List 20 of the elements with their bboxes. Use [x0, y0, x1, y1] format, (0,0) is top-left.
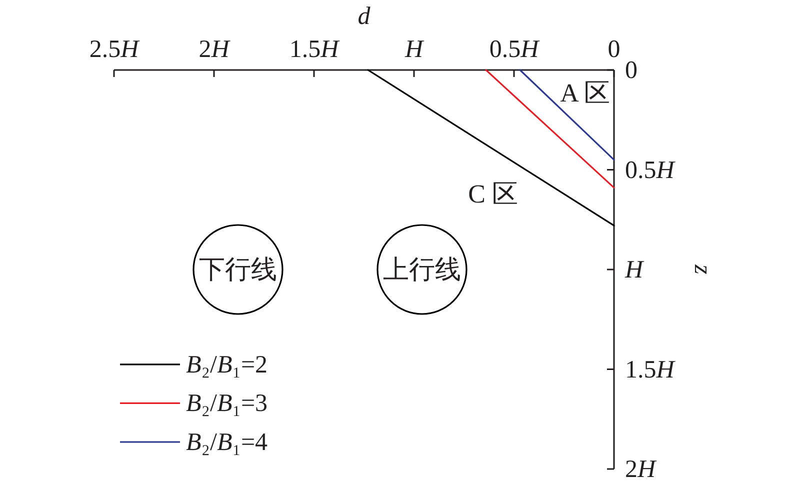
x-tick-label: 2H	[198, 36, 232, 63]
legend-label: B₂/B₁=4	[186, 428, 268, 456]
x-tick-label: H	[404, 36, 425, 63]
legend-label: B₂/B₁=3	[186, 390, 268, 417]
y-tick-label: 2H	[625, 456, 658, 482]
y-tick-label: 0.5H	[625, 156, 676, 184]
annotation: C 区	[468, 180, 518, 208]
annotation: A 区	[560, 78, 610, 108]
x-tick-label: 1.5H	[289, 36, 341, 63]
x-tick-label: 0	[608, 36, 620, 63]
x-axis-title: d	[358, 3, 371, 30]
y-tick-label: 1.5H	[625, 356, 676, 383]
annotation: 下行线	[199, 255, 277, 284]
y-tick-label: 0	[625, 56, 638, 84]
x-tick-label: 2.5H	[89, 36, 141, 63]
y-tick-label: H	[624, 256, 645, 283]
annotation: 上行线	[383, 255, 461, 284]
y-axis-title: z	[690, 264, 716, 275]
legend-label: B₂/B₁=2	[186, 350, 268, 378]
x-tick-label: 0.5H	[489, 36, 541, 63]
